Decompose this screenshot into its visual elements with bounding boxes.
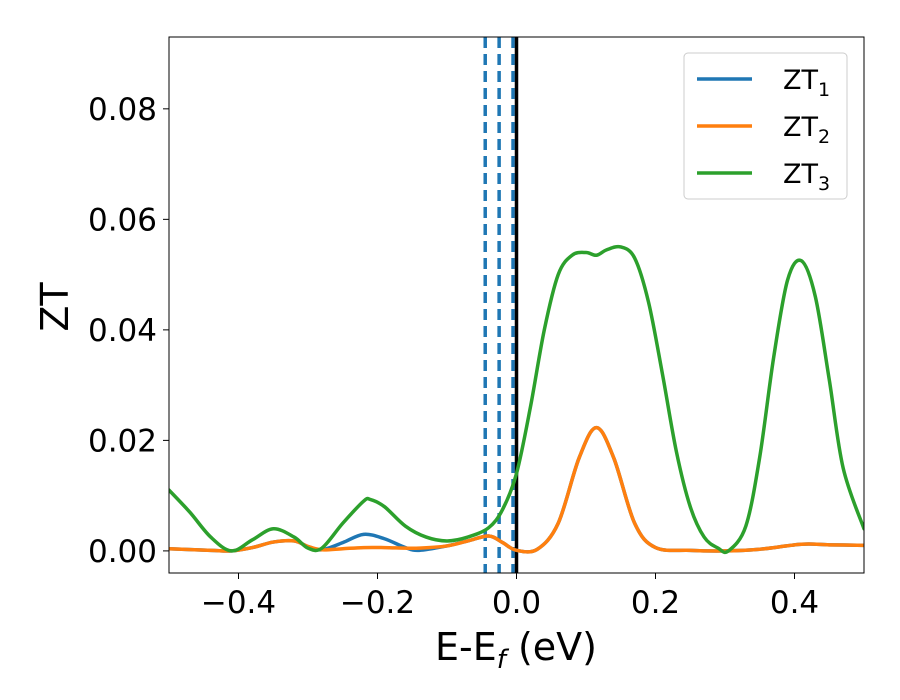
legend-label: ZT2 bbox=[783, 112, 830, 148]
x-tick-label: 0.0 bbox=[492, 585, 541, 621]
y-tick-label: 0.08 bbox=[88, 92, 157, 128]
x-tick-label: −0.4 bbox=[201, 585, 276, 621]
legend-box bbox=[683, 52, 848, 200]
legend-label: ZT3 bbox=[783, 159, 830, 195]
series-lines bbox=[169, 244, 864, 555]
x-axis-title: E-Ef (eV) bbox=[435, 625, 597, 675]
x-tick-label: 0.2 bbox=[631, 585, 680, 621]
x-tick-label: 0.4 bbox=[770, 585, 819, 621]
y-tick-label: 0.02 bbox=[88, 423, 157, 459]
series-line-zt2 bbox=[169, 425, 864, 554]
x-tick-label: −0.2 bbox=[340, 585, 415, 621]
y-tick-label: 0.04 bbox=[88, 313, 157, 349]
series-line-zt3 bbox=[169, 244, 864, 555]
x-axis: −0.4 −0.2 0.0 0.2 0.4 bbox=[201, 573, 819, 621]
y-axis: 0.00 0.02 0.04 0.06 0.08 bbox=[88, 92, 169, 570]
legend-label: ZT1 bbox=[783, 65, 830, 101]
legend: ZT1 ZT2 ZT3 bbox=[683, 52, 848, 200]
y-tick-label: 0.06 bbox=[88, 202, 157, 238]
y-tick-label: 0.00 bbox=[88, 534, 157, 570]
y-axis-title: ZT bbox=[33, 282, 77, 332]
